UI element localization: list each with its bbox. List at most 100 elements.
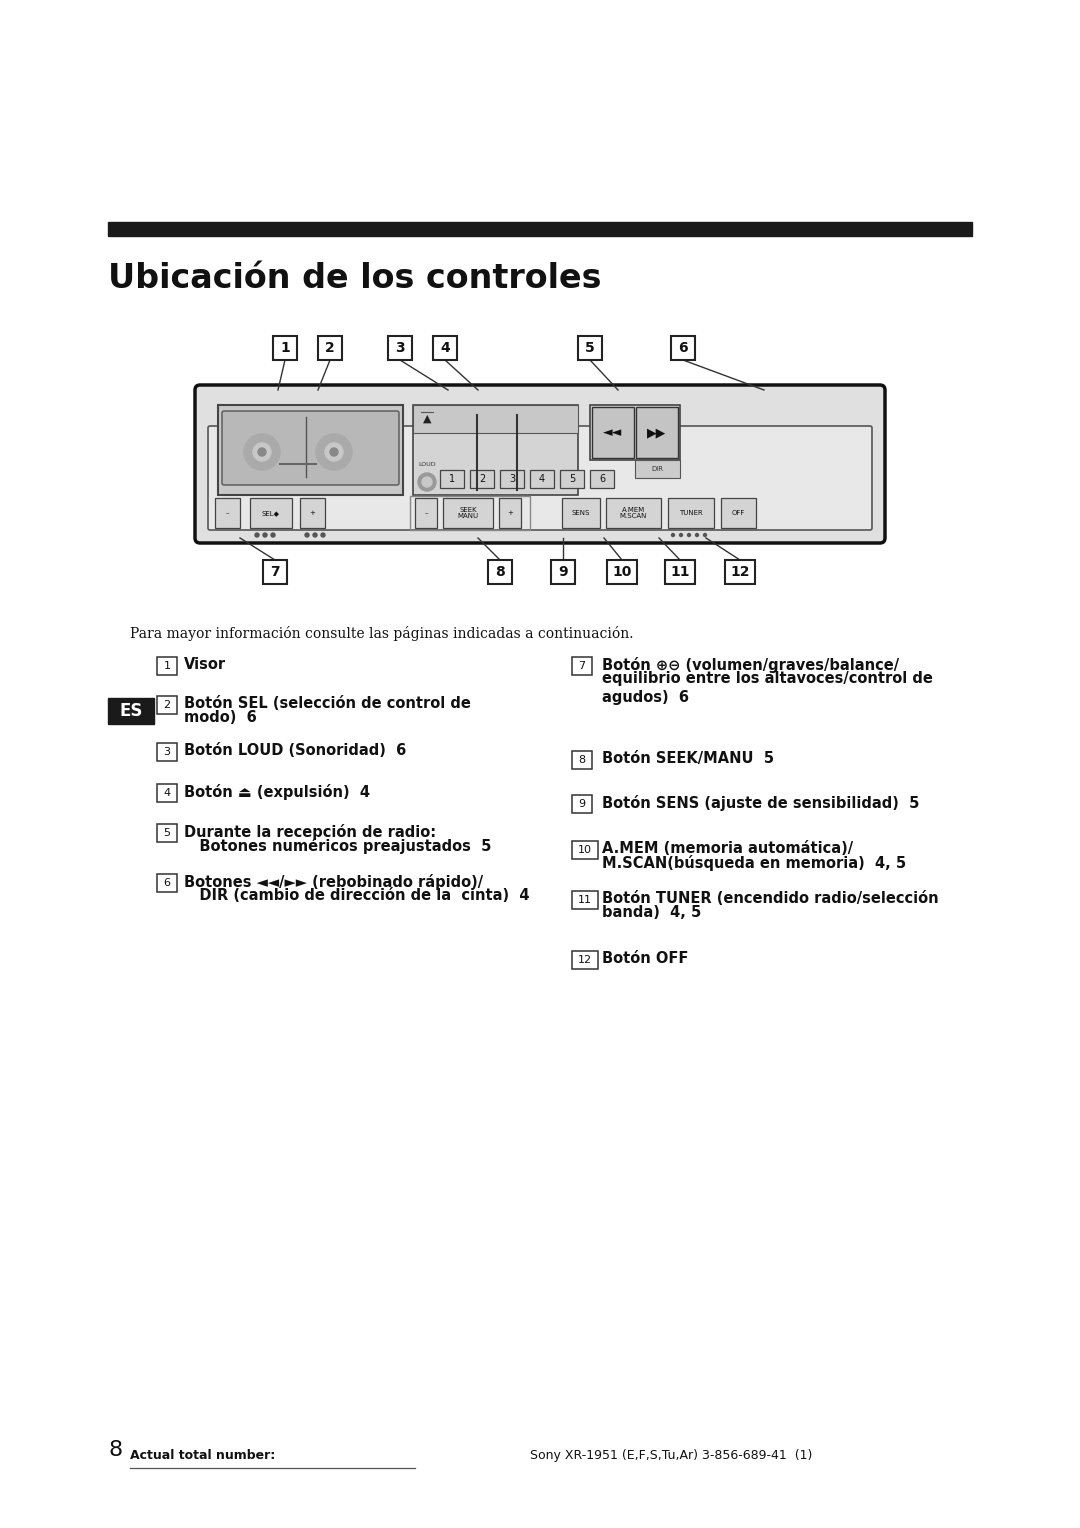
FancyBboxPatch shape [195, 385, 885, 542]
Text: 2: 2 [163, 700, 171, 711]
Circle shape [418, 474, 436, 490]
Circle shape [313, 533, 318, 536]
Bar [669, 498, 714, 529]
Text: Botón SEL (selección de control de: Botón SEL (selección de control de [184, 695, 471, 711]
Bar [108, 222, 972, 235]
Text: ◄◄: ◄◄ [604, 426, 623, 439]
Circle shape [422, 477, 432, 487]
Bar [108, 698, 154, 724]
Text: Botón ⏏ (expulsión)  4: Botón ⏏ (expulsión) 4 [184, 784, 370, 801]
Text: 5: 5 [163, 828, 171, 837]
Bar [671, 336, 696, 361]
Bar [157, 824, 177, 842]
Text: 12: 12 [730, 565, 750, 579]
Bar [415, 498, 437, 529]
Bar [572, 840, 598, 859]
FancyBboxPatch shape [222, 411, 399, 484]
Text: SENS: SENS [571, 510, 590, 516]
Text: Botón SENS (ajuste de sensibilidad)  5: Botón SENS (ajuste de sensibilidad) 5 [602, 795, 919, 811]
Text: banda)  4, 5: banda) 4, 5 [602, 905, 701, 920]
Bar [300, 498, 325, 529]
Text: Botón TUNER (encendido radio/selección: Botón TUNER (encendido radio/selección [602, 891, 939, 906]
Circle shape [258, 448, 266, 455]
Bar [572, 795, 592, 813]
Bar [590, 405, 680, 460]
Bar [578, 336, 602, 361]
Bar [488, 559, 512, 584]
Text: 10: 10 [578, 845, 592, 856]
Text: ES: ES [119, 701, 143, 720]
Text: Botón SEEK/MANU  5: Botón SEEK/MANU 5 [602, 750, 774, 766]
Circle shape [672, 533, 675, 536]
Text: Botones ◄◄/►► (rebobinado rápido)/: Botones ◄◄/►► (rebobinado rápido)/ [184, 874, 483, 889]
Bar [218, 405, 403, 495]
Text: 3: 3 [163, 747, 171, 756]
Bar [157, 695, 177, 714]
Bar [561, 471, 584, 487]
Circle shape [696, 533, 699, 536]
Text: 7: 7 [270, 565, 280, 579]
Text: 7: 7 [579, 662, 585, 671]
Circle shape [316, 434, 352, 471]
Text: modo)  6: modo) 6 [184, 711, 257, 724]
Text: 5: 5 [585, 341, 595, 354]
Text: 5: 5 [569, 474, 576, 484]
Text: DIR: DIR [651, 466, 663, 472]
Bar [725, 559, 755, 584]
Text: ▶▶: ▶▶ [647, 426, 666, 439]
Text: M.SCAN(búsqueda en memoria)  4, 5: M.SCAN(búsqueda en memoria) 4, 5 [602, 856, 906, 871]
Circle shape [679, 533, 683, 536]
Text: 8: 8 [495, 565, 504, 579]
Text: A.MEM
M.SCAN: A.MEM M.SCAN [620, 506, 647, 520]
Bar [273, 336, 297, 361]
Circle shape [321, 533, 325, 536]
Bar [665, 559, 696, 584]
Circle shape [253, 443, 271, 461]
Text: 9: 9 [579, 799, 585, 808]
Bar [551, 559, 575, 584]
Bar [443, 498, 492, 529]
Bar [215, 498, 240, 529]
Bar [572, 750, 592, 769]
Text: –: – [226, 510, 229, 516]
Text: 12: 12 [578, 955, 592, 966]
Text: Durante la recepción de radio:: Durante la recepción de radio: [184, 824, 436, 840]
Bar [157, 784, 177, 802]
Bar [572, 891, 598, 909]
Text: 4: 4 [441, 341, 450, 354]
Text: +: + [310, 510, 315, 516]
Text: Botón LOUD (Sonoridad)  6: Botón LOUD (Sonoridad) 6 [184, 743, 406, 758]
Bar [433, 336, 457, 361]
Text: 4: 4 [539, 474, 545, 484]
Text: 2: 2 [325, 341, 335, 354]
Text: Ubicación de los controles: Ubicación de los controles [108, 261, 602, 295]
Text: LOUD: LOUD [418, 461, 436, 468]
Text: 6: 6 [163, 879, 171, 888]
Circle shape [244, 434, 280, 471]
Text: 1: 1 [449, 474, 455, 484]
Circle shape [255, 533, 259, 536]
Text: ▲: ▲ [422, 414, 431, 423]
Bar [157, 657, 177, 675]
Circle shape [264, 533, 267, 536]
Text: Botón ⊕⊖ (volumen/graves/balance/: Botón ⊕⊖ (volumen/graves/balance/ [602, 657, 900, 672]
Text: 8: 8 [108, 1439, 122, 1459]
Bar [157, 874, 177, 892]
Bar [500, 471, 524, 487]
Text: Botón OFF: Botón OFF [602, 950, 688, 966]
Bar [636, 406, 678, 458]
Bar [530, 471, 554, 487]
Bar [635, 460, 680, 478]
Text: 3: 3 [395, 341, 405, 354]
Bar [318, 336, 342, 361]
Bar [470, 471, 494, 487]
Text: OFF: OFF [732, 510, 745, 516]
Circle shape [305, 533, 309, 536]
Text: 3: 3 [509, 474, 515, 484]
Text: Actual total number:: Actual total number: [130, 1449, 275, 1462]
Text: equilibrio entre los altavoces/control de
agudos)  6: equilibrio entre los altavoces/control d… [602, 671, 933, 704]
Bar [413, 405, 578, 495]
Bar [157, 743, 177, 761]
Text: Botones numéricos preajustados  5: Botones numéricos preajustados 5 [184, 837, 491, 854]
Text: 11: 11 [671, 565, 690, 579]
